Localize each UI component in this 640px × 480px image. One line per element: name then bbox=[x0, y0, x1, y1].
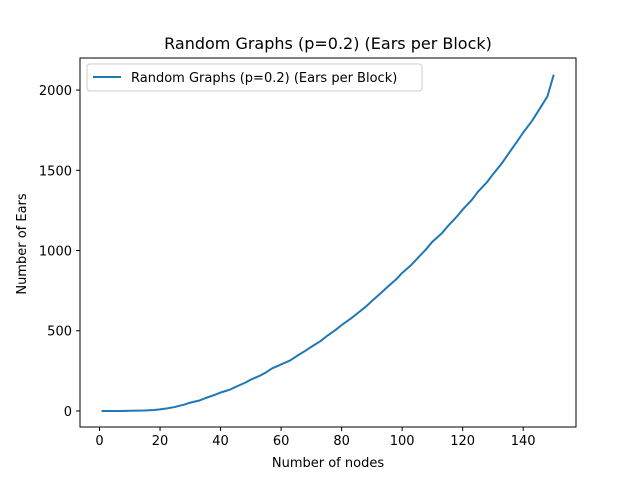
y-tick-label-500: 500 bbox=[47, 325, 72, 340]
axes-frame bbox=[79, 57, 577, 428]
x-tick-label-80: 80 bbox=[333, 434, 350, 449]
x-tick-label-0: 0 bbox=[95, 434, 103, 449]
y-tick-label-1000: 1000 bbox=[39, 245, 72, 260]
chart-title: Random Graphs (p=0.2) (Ears per Block) bbox=[164, 34, 492, 53]
x-tick-label-20: 20 bbox=[152, 434, 169, 449]
x-tick-label-120: 120 bbox=[450, 434, 475, 449]
x-axis-label: Number of nodes bbox=[272, 456, 384, 471]
legend: Random Graphs (p=0.2) (Ears per Block) bbox=[86, 63, 423, 92]
legend-label: Random Graphs (p=0.2) (Ears per Block) bbox=[131, 71, 397, 86]
y-tick-label-0: 0 bbox=[64, 405, 72, 420]
y-tick-label-1500: 1500 bbox=[39, 164, 72, 179]
x-tick-label-100: 100 bbox=[390, 434, 415, 449]
x-tick-label-140: 140 bbox=[511, 434, 536, 449]
y-tick-label-2000: 2000 bbox=[39, 84, 72, 99]
series-line-0 bbox=[101, 74, 555, 412]
legend-box bbox=[86, 63, 423, 92]
x-tick-label-60: 60 bbox=[273, 434, 290, 449]
plot-area: 0 20 40 60 80 100 120 140 0 500 1000 1500 2000 bbox=[39, 57, 577, 449]
x-tick-label-40: 40 bbox=[212, 434, 229, 449]
y-axis-label: Number of Ears bbox=[15, 193, 30, 295]
